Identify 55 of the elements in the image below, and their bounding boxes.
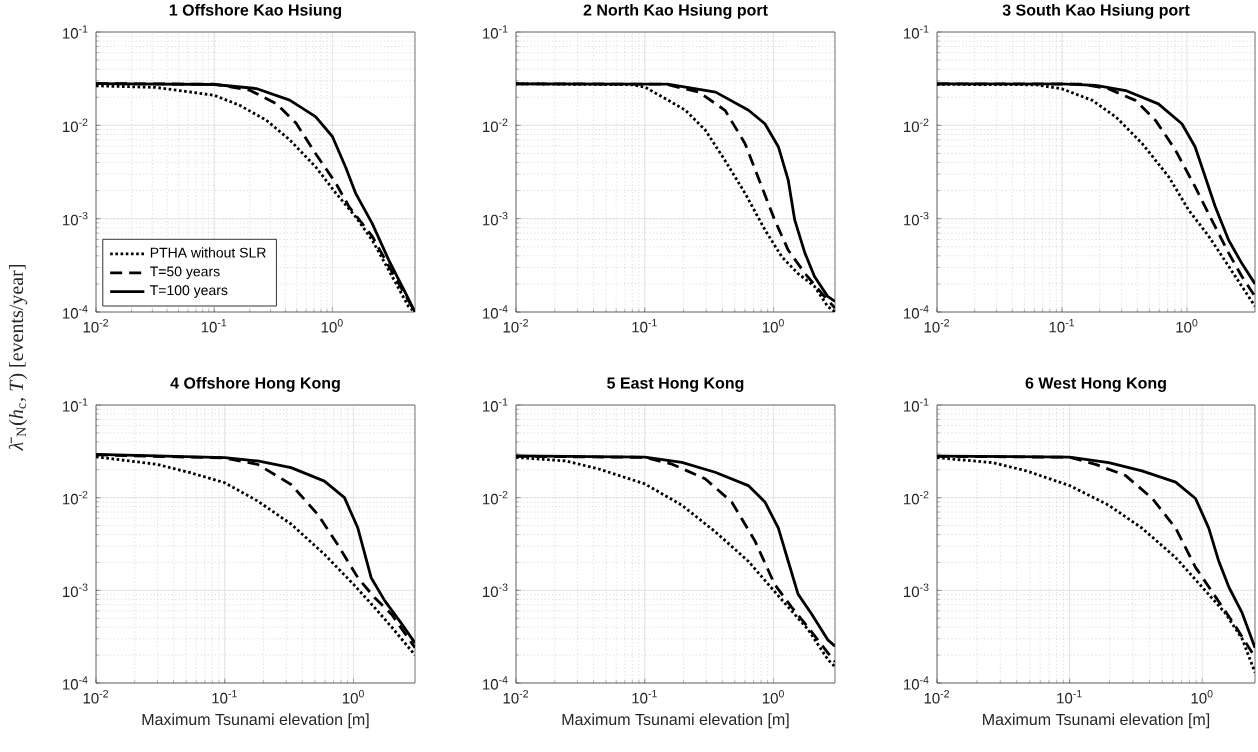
x-tick-label: 10$^{0}$ [1191,690,1213,704]
y-tick-label: 10$^{-4}$ [483,676,508,690]
y-tick-label: 10$^{-2}$ [904,118,929,133]
chart-title: 5 East Hong Kong [607,377,744,392]
x-tick-label: 10$^{0}$ [342,690,364,704]
y-tick-label: 10$^{-2}$ [63,118,88,133]
y-tick-label: 10$^{-4}$ [904,305,929,319]
x-tick-label: 10$^{-1}$ [201,319,227,333]
x-tick-label: 10$^{-1}$ [632,319,657,333]
chart-title: 6 West Hong Kong [1025,377,1166,392]
x-tick-label: 10$^{-2}$ [503,319,528,333]
x-tick-label: 10$^{0}$ [762,690,784,704]
y-tick-label: 10$^{-3}$ [483,583,508,598]
x-tick-label: 10$^{0}$ [321,319,343,333]
y-tick-label: 10$^{-2}$ [63,490,88,505]
y-tick-label: 10$^{-4}$ [63,305,88,319]
chart-title: 1 Offshore Kao Hsiung [169,3,342,19]
y-axis-title: λ̄$_{N}$(h$_{c}$, T) [events/year] [8,265,28,451]
y-tick-label: 10$^{-3}$ [63,211,88,226]
y-tick-label: 10$^{-2}$ [904,490,929,505]
legend-label: T=50 years [150,266,220,280]
chart-title: 2 North Kao Hsiung port [583,3,768,19]
x-tick-label: 10$^{-1}$ [1057,690,1082,704]
x-tick-label: 10$^{0}$ [1176,319,1198,333]
legend-label: T=100 years [150,285,228,298]
y-tick-label: 10$^{-1}$ [483,25,508,39]
x-tick-label: 10$^{-2}$ [83,319,108,333]
x-axis-title: Maximum Tsunami elevation [m] [983,713,1210,729]
x-tick-label: 10$^{-2}$ [924,690,949,704]
y-tick-label: 10$^{-3}$ [904,583,929,598]
y-tick-label: 10$^{-1}$ [63,398,88,412]
y-tick-label: 10$^{-3}$ [483,211,508,226]
y-tick-label: 10$^{-4}$ [63,676,88,690]
y-tick-label: 10$^{-1}$ [904,398,929,412]
x-tick-label: 10$^{0}$ [762,319,784,333]
x-tick-label: 10$^{-2}$ [503,690,528,704]
x-tick-label: 10$^{-2}$ [924,319,949,333]
legend-label: PTHA without SLR [150,247,266,258]
y-tick-label: 10$^{-4}$ [483,305,508,319]
x-tick-label: 10$^{-2}$ [83,690,108,704]
x-tick-label: 10$^{-1}$ [632,690,657,704]
x-tick-label: 10$^{-1}$ [212,690,237,704]
y-tick-label: 10$^{-3}$ [904,211,929,226]
chart-title: 3 South Kao Hsiung port [1002,3,1190,19]
x-axis-title: Maximum Tsunami elevation [m] [562,713,789,729]
y-tick-label: 10$^{-3}$ [63,583,88,598]
y-tick-label: 10$^{-2}$ [483,118,508,133]
y-tick-label: 10$^{-1}$ [904,25,929,39]
chart-title: 4 Offshore Hong Kong [170,376,340,392]
y-tick-label: 10$^{-1}$ [63,25,88,39]
y-tick-label: 10$^{-4}$ [904,676,929,690]
x-axis-title: Maximum Tsunami elevation [m] [142,713,369,729]
x-tick-label: 10$^{-1}$ [1049,319,1075,333]
y-tick-label: 10$^{-1}$ [483,398,508,412]
y-tick-label: 10$^{-2}$ [483,490,508,505]
